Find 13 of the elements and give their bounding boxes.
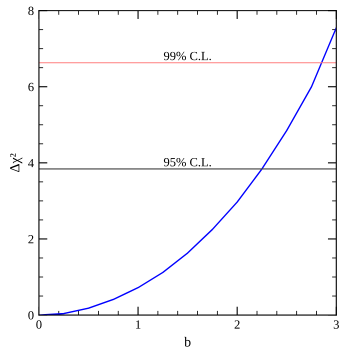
x-tick-label: 2 <box>234 320 240 329</box>
y-axis-title: Δχ² <box>10 154 22 172</box>
x-tick-label: 0 <box>36 320 42 329</box>
y-tick-label: 8 <box>28 6 34 16</box>
y-tick-label: 2 <box>28 235 34 244</box>
y-tick-label: 0 <box>28 311 34 320</box>
x-tick-label: 1 <box>136 320 140 329</box>
ref-line-label: 95% C.L. <box>164 158 211 166</box>
y-tick-label: 4 <box>28 158 34 168</box>
ref-line-label: 99% C.L. <box>164 52 211 60</box>
y-tick-label: 6 <box>28 82 34 92</box>
x-axis-title: b <box>184 336 191 347</box>
x-tick-label: 3 <box>334 320 339 329</box>
